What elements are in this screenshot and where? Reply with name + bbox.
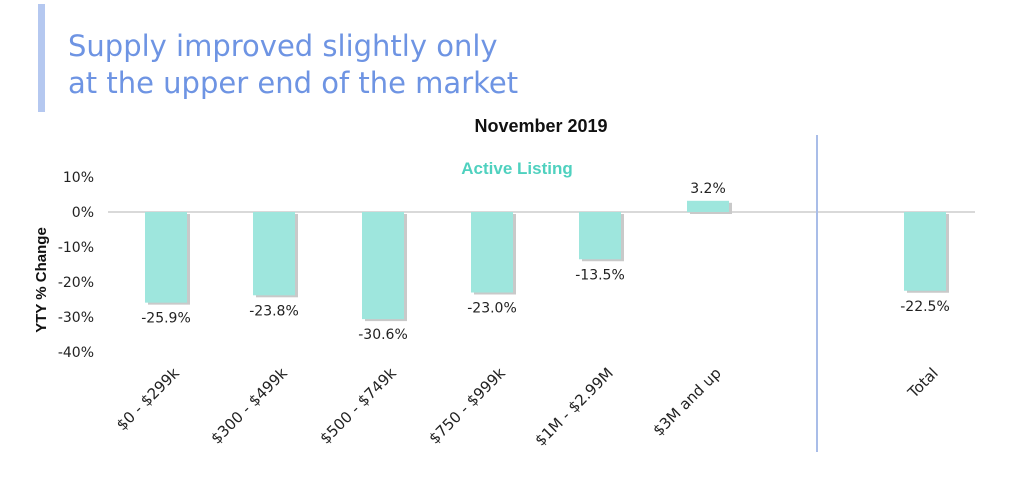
bar [579,212,621,260]
category-label: $0 - $299k [113,364,183,434]
data-label: -30.6% [358,327,408,343]
data-label: -25.9% [141,311,191,327]
series-label: Active Listing [461,159,572,178]
y-tick-label: -20% [58,275,94,291]
category-label: $300 - $499k [207,364,291,448]
y-tick-label: 0% [72,205,94,221]
bar [471,212,513,293]
category-label: $3M and up [649,364,725,440]
slide-headline: Supply improved slightly only at the upp… [68,28,518,102]
category-label: $500 - $749k [316,364,400,448]
bar [253,212,295,296]
category-label: Total [904,364,942,402]
data-labels-group: -25.9% -23.8% -30.6% -23.0% -13.5% 3.2% -22.5% [141,181,950,343]
y-tick-label: -40% [58,345,94,361]
y-tick-label: 10% [63,170,94,186]
category-label: $1M - $2.99M [531,364,616,449]
title-accent-bar [38,4,45,112]
headline-line-2: at the upper end of the market [68,66,519,100]
bars-group [145,200,949,322]
bar [687,200,729,212]
data-label: 3.2% [690,181,726,197]
bar [145,212,187,303]
chart-title: November 2019 [474,116,607,136]
category-label: $750 - $999k [425,364,509,448]
data-label: -22.5% [900,299,950,315]
y-axis-label: YTY % Change [33,227,50,333]
bar [362,212,404,320]
data-label: -23.8% [249,303,299,319]
data-label: -13.5% [575,267,625,283]
data-label: -23.0% [467,301,517,317]
bar [904,212,946,291]
y-tick-label: -30% [58,310,94,326]
y-axis-ticks: 10% 0% -10% -20% -30% -40% [58,170,94,361]
y-tick-label: -10% [58,240,94,256]
headline-line-1: Supply improved slightly only [68,29,498,63]
